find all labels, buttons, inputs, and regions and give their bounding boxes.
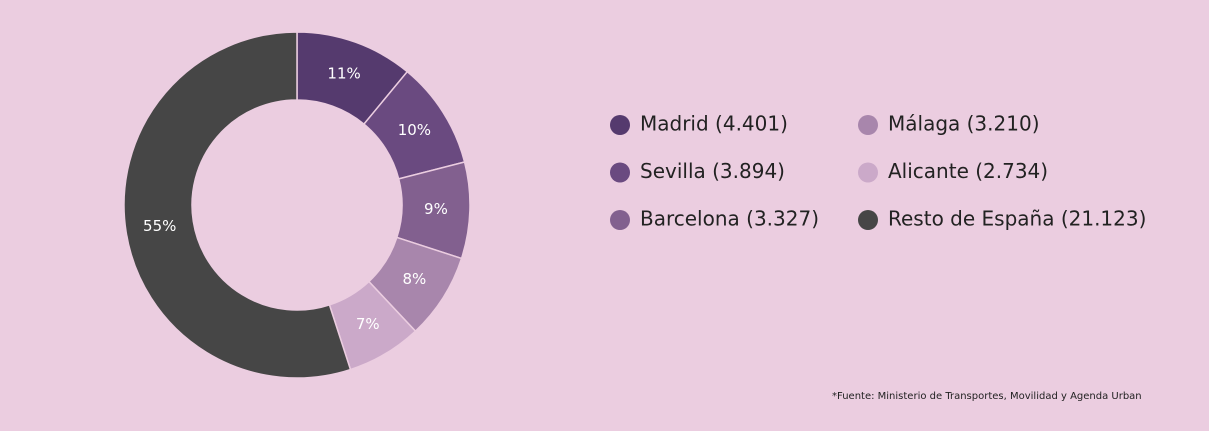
legend-label: Resto de España (21.123) bbox=[888, 207, 1146, 231]
footnote: *Fuente: Ministerio de Transportes, Movi… bbox=[832, 391, 1142, 402]
donut-segment bbox=[123, 31, 352, 379]
legend-label: Sevilla (3.894) bbox=[640, 159, 785, 183]
legend-marker bbox=[858, 210, 878, 230]
legend-marker bbox=[610, 210, 630, 230]
data-label: 8% bbox=[402, 270, 426, 288]
legend-label: Madrid (4.401) bbox=[640, 112, 788, 136]
data-label: 7% bbox=[356, 315, 380, 333]
legend-marker bbox=[858, 115, 878, 135]
legend-marker bbox=[610, 115, 630, 135]
legend-marker bbox=[858, 162, 878, 183]
legend-marker bbox=[610, 162, 630, 183]
data-label: 9% bbox=[424, 200, 448, 218]
data-label: 10% bbox=[398, 121, 431, 139]
legend-label: Málaga (3.210) bbox=[888, 112, 1040, 136]
data-label: 55% bbox=[143, 217, 176, 235]
legend-label: Barcelona (3.327) bbox=[640, 207, 819, 231]
data-label: 11% bbox=[327, 65, 360, 83]
legend-label: Alicante (2.734) bbox=[888, 159, 1048, 183]
